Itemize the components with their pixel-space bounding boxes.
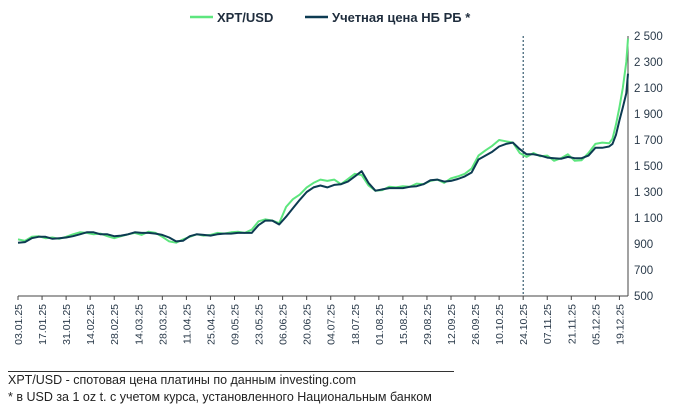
y-axis-ticks: 500 700 900 1 100 1 300 1 500 1 700 1 900 2 100 2… [634,31,663,303]
x-tick-label: 09.05.25 [230,304,242,345]
y-tick-label: 1 900 [634,109,663,121]
y-tick-label: 2 500 [634,31,663,43]
x-tick-label: 14.03.25 [133,304,145,345]
legend: XPT/USD Учетная цена НБ РБ * [190,10,471,25]
y-tick-label: 2 300 [634,57,663,69]
x-tick-label: 06.06.25 [278,304,290,345]
y-tick-label: 700 [634,265,653,277]
y-tick-label: 500 [634,291,653,303]
x-tick-label: 28.02.25 [109,304,121,345]
legend-label-xpt: XPT/USD [217,10,273,25]
x-tick-label: 14.02.25 [85,304,97,345]
series-line-xpt [17,38,629,244]
x-tick-label: 07.11.25 [542,304,554,344]
x-tick-label: 04.07.25 [326,304,338,345]
x-tick-label: 18.07.25 [350,304,362,345]
x-tick-label: 10.10.25 [494,304,506,345]
series-line-nbrb [17,73,629,244]
x-tick-label: 28.03.25 [157,304,169,345]
x-tick-label: 20.06.25 [302,304,314,345]
x-tick-label: 23.05.25 [254,304,266,345]
x-tick-label: 24.10.25 [518,304,530,345]
x-tick-label: 25.04.25 [205,304,217,345]
y-tick-label: 1 300 [634,187,663,199]
footnote-nbrb: * в USD за 1 oz t. с учетом курса, устан… [8,390,432,404]
x-tick-label: 26.09.25 [470,304,482,345]
chart-area: XPT/USD Учетная цена НБ РБ * 500 700 900 1 … [13,10,663,345]
x-tick-label: 03.01.25 [13,304,25,345]
x-axis-ticks: 03.01.25 17.01.25 31.01.25 14.02.25 28.02.25… [13,296,626,345]
x-tick-label: 15.08.25 [398,304,410,345]
x-tick-label: 21.11.25 [566,304,578,344]
y-tick-label: 2 100 [634,83,663,95]
x-tick-label: 11.04.25 [181,304,193,344]
footnote-divider [8,371,454,372]
x-tick-label: 12.09.25 [446,304,458,345]
x-tick-label: 05.12.25 [590,304,602,345]
legend-label-nbrb: Учетная цена НБ РБ * [332,10,471,25]
y-tick-label: 1 500 [634,161,663,173]
x-tick-label: 17.01.25 [37,304,49,345]
x-tick-label: 29.08.25 [422,304,434,345]
y-tick-label: 1 100 [634,213,663,225]
x-tick-label: 01.08.25 [374,304,386,345]
footnote-source: XPT/USD - спотовая цена платины по данны… [8,373,357,387]
x-tick-label: 19.12.25 [614,304,626,345]
x-tick-label: 31.01.25 [61,304,73,345]
y-tick-label: 1 700 [634,135,663,147]
y-tick-label: 900 [634,239,653,251]
